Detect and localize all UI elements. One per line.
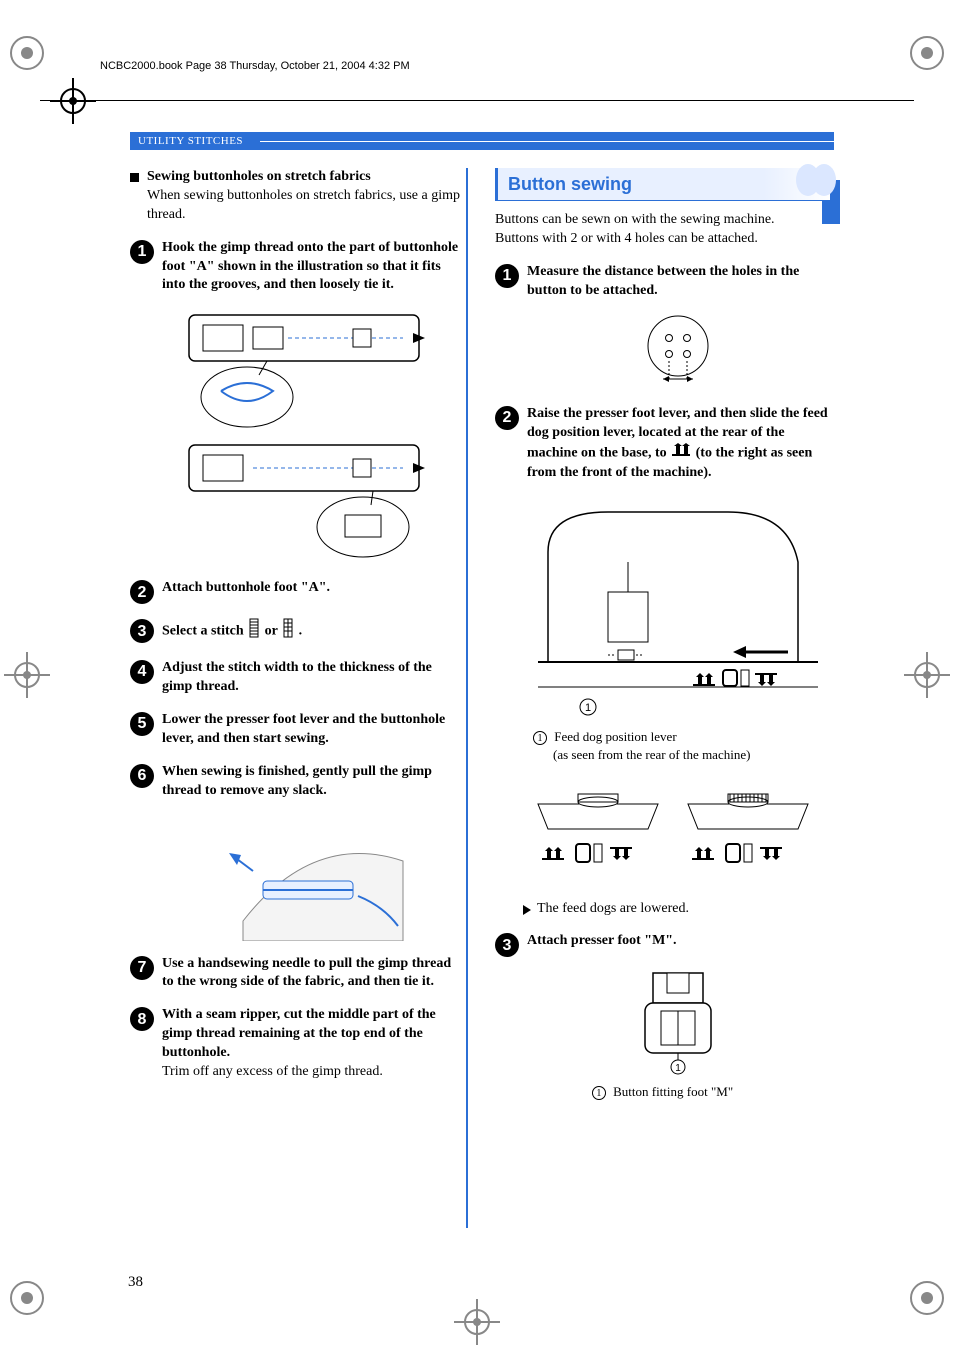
r-step-number-3: 3	[495, 933, 519, 957]
crop-mark-br	[904, 1275, 950, 1321]
step-number-5: 5	[130, 712, 154, 736]
right-step-1: Measure the distance between the holes i…	[527, 263, 830, 301]
stitch-icon-b	[281, 618, 295, 645]
right-column: Button sewing Buttons can be sewn on wit…	[495, 168, 830, 1101]
crop-mark-ml	[4, 652, 50, 698]
step-number-6: 6	[130, 764, 154, 788]
left-step-6: When sewing is finished, gently pull the…	[162, 763, 465, 801]
step-number-2: 2	[130, 580, 154, 604]
top-rule	[40, 100, 914, 101]
right-step-2: Raise the presser foot lever, and then s…	[527, 405, 830, 483]
stretch-title: Sewing buttonholes on stretch fabrics	[147, 169, 371, 184]
stretch-body: When sewing buttonholes on stretch fabri…	[147, 188, 460, 222]
figure-foot-m: 1	[525, 967, 830, 1077]
thumb-tab-icon	[794, 162, 838, 198]
crop-mark-tr	[904, 30, 950, 76]
callout-num-1-icon: 1	[533, 731, 547, 745]
figure-gimp-hooking	[160, 305, 465, 565]
figure-machine-lever: 1	[525, 492, 830, 722]
r-step-number-2: 2	[495, 406, 519, 430]
stitch-icon-a	[247, 618, 261, 645]
left-step-1: Hook the gimp thread onto the part of bu…	[162, 239, 465, 296]
svg-text:1: 1	[675, 1063, 681, 1074]
button-sewing-intro: Buttons can be sewn on with the sewing m…	[495, 211, 830, 249]
figure-feed-dog-states	[515, 774, 830, 894]
reg-crosshair-top	[50, 78, 96, 124]
figure-button-holes	[525, 311, 830, 391]
book-header: NCBC2000.book Page 38 Thursday, October …	[100, 60, 410, 72]
left-step-7: Use a handsewing needle to pull the gimp…	[162, 955, 465, 993]
callout-feed-dog: 1 Feed dog position lever (as seen from …	[533, 728, 830, 763]
feed-dog-up-icon	[670, 443, 692, 464]
page-number: 38	[128, 1274, 143, 1291]
crop-mark-bl	[4, 1275, 50, 1321]
step-number-8: 8	[130, 1007, 154, 1031]
result-arrow-icon	[523, 905, 531, 915]
left-column: Sewing buttonholes on stretch fabrics Wh…	[130, 168, 465, 1101]
left-step-8: With a seam ripper, cut the middle part …	[162, 1006, 465, 1082]
crop-mark-bc	[454, 1299, 500, 1345]
crop-mark-mr	[904, 652, 950, 698]
left-step-3: Select a stitch or .	[162, 618, 465, 645]
callout-num-1b-icon: 1	[592, 1086, 606, 1100]
step-number-1: 1	[130, 240, 154, 264]
left-step-2: Attach buttonhole foot "A".	[162, 579, 465, 604]
callout-foot-m: 1 Button fitting foot "M"	[495, 1083, 830, 1101]
section-title: UTILITY STITCHES	[138, 135, 243, 147]
left-step-5: Lower the presser foot lever and the but…	[162, 711, 465, 749]
step-number-4: 4	[130, 660, 154, 684]
step-number-7: 7	[130, 956, 154, 980]
right-step-3: Attach presser foot "M".	[527, 932, 830, 957]
square-bullet-icon	[130, 173, 139, 182]
button-sewing-heading: Button sewing	[495, 168, 830, 201]
crop-mark-tl	[4, 30, 50, 76]
left-step-4: Adjust the stitch width to the thickness…	[162, 659, 465, 697]
svg-text:1: 1	[584, 702, 590, 714]
section-title-band: UTILITY STITCHES	[130, 132, 834, 150]
figure-pull-gimp	[160, 811, 465, 941]
page-content: UTILITY STITCHES Sewing buttonholes on s…	[130, 132, 830, 1101]
r-step-number-1: 1	[495, 264, 519, 288]
step-number-3: 3	[130, 619, 154, 643]
feed-dogs-result: The feed dogs are lowered.	[523, 900, 830, 919]
